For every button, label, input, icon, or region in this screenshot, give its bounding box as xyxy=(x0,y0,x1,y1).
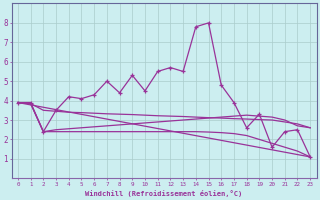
X-axis label: Windchill (Refroidissement éolien,°C): Windchill (Refroidissement éolien,°C) xyxy=(85,190,243,197)
